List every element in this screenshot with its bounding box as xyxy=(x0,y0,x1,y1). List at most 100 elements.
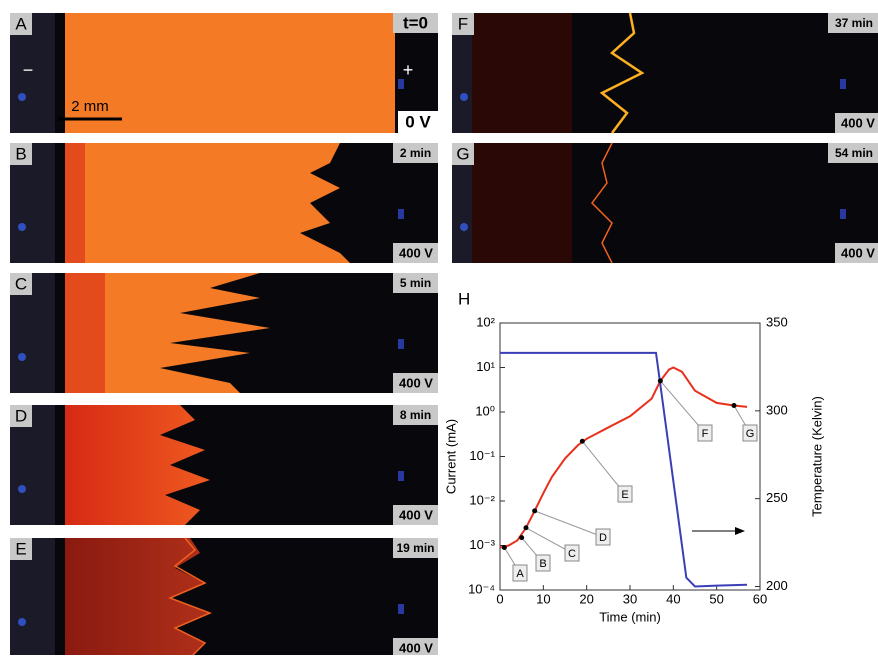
y-tick-label: 10⁻² xyxy=(469,492,495,507)
y-axis-label: Current (mA) xyxy=(443,419,458,494)
callout-line xyxy=(659,380,706,434)
time-label: t=0 xyxy=(403,13,428,32)
x-axis-label: Time (min) xyxy=(599,609,661,624)
callout-label: D xyxy=(599,532,607,544)
y2-tick-label: 200 xyxy=(766,578,788,593)
panel-label: H xyxy=(458,289,470,308)
label-box xyxy=(835,243,878,263)
panel-label: G xyxy=(456,144,469,163)
callout-line xyxy=(581,440,626,495)
electrode xyxy=(398,339,404,349)
axis-arrow-head xyxy=(735,527,745,535)
label-box xyxy=(828,143,878,163)
time-label: 54 min xyxy=(835,146,873,160)
label-box xyxy=(398,111,438,133)
callout-line xyxy=(525,527,573,554)
label-box xyxy=(393,538,438,558)
y2-axis-label: Temperature (Kelvin) xyxy=(809,396,824,517)
electrolyte xyxy=(65,143,350,263)
panel-label: E xyxy=(15,539,26,558)
callout-point xyxy=(731,402,737,408)
y-tick-label: 10² xyxy=(476,314,495,329)
callout-box xyxy=(535,554,551,572)
callout-box xyxy=(595,528,611,546)
label-box xyxy=(393,373,438,393)
electrode xyxy=(18,93,26,101)
electrode xyxy=(18,485,26,493)
electrode xyxy=(398,79,404,89)
x-tick-label: 0 xyxy=(496,591,503,606)
panel-label: F xyxy=(458,14,468,33)
panel-label: B xyxy=(15,144,26,163)
electrolyte xyxy=(65,13,395,133)
callout-box xyxy=(617,485,633,503)
label-box xyxy=(393,273,438,293)
callout-box xyxy=(697,424,713,442)
voltage-label: 400 V xyxy=(399,375,433,390)
red-zone xyxy=(65,143,85,263)
label-box xyxy=(393,638,438,658)
voltage-label: 0 V xyxy=(405,112,431,131)
callout-label: G xyxy=(746,428,755,440)
electrode xyxy=(460,93,468,101)
x-tick-label: 50 xyxy=(709,591,723,606)
electrolyte xyxy=(65,405,210,525)
panel-label: C xyxy=(15,274,27,293)
y-tick-label: 10⁻⁴ xyxy=(468,581,495,596)
label-box xyxy=(393,243,438,263)
x-tick-label: 30 xyxy=(623,591,637,606)
voltage-label: 400 V xyxy=(841,245,875,260)
voltage-label: 400 V xyxy=(399,640,433,655)
electrode-sign: − xyxy=(23,60,34,80)
y-tick-label: 10⁻³ xyxy=(469,537,495,552)
label-box xyxy=(10,538,32,560)
image-panel: E 19 min 400 V xyxy=(10,537,438,659)
callout-point xyxy=(657,378,663,384)
callout-line xyxy=(534,510,604,538)
electrode xyxy=(398,209,404,219)
y2-tick-label: 300 xyxy=(766,402,788,417)
image-panel: G 54 min 400 V xyxy=(452,142,878,264)
callout-point xyxy=(519,535,525,541)
electrode xyxy=(460,223,468,231)
voltage-label: 400 V xyxy=(399,245,433,260)
plot-frame xyxy=(499,322,761,591)
label-box xyxy=(10,273,32,295)
electrode xyxy=(398,471,404,481)
label-box xyxy=(10,143,32,165)
label-box xyxy=(393,13,438,33)
callout-label: C xyxy=(568,548,576,560)
label-box xyxy=(10,405,32,427)
time-label: 19 min xyxy=(396,541,434,555)
callout-box xyxy=(564,544,580,562)
time-label: 37 min xyxy=(835,16,873,30)
callout-label: B xyxy=(539,558,546,570)
image-panel: C 5 min 400 V xyxy=(10,273,438,393)
series-line xyxy=(500,351,748,588)
callout-point xyxy=(501,545,507,551)
red-zone xyxy=(65,273,105,393)
callout-point xyxy=(579,438,585,444)
label-box xyxy=(835,113,878,133)
electrode xyxy=(18,618,26,626)
callout-point xyxy=(532,508,538,514)
electrode xyxy=(840,209,846,219)
panel-label: A xyxy=(15,14,27,33)
panel-label: D xyxy=(15,406,27,425)
electrode-sign: + xyxy=(403,60,414,80)
front-edge xyxy=(599,12,645,134)
x-tick-label: 40 xyxy=(666,591,680,606)
callout-label: A xyxy=(516,568,524,580)
electrode xyxy=(398,604,404,614)
series-line xyxy=(499,366,748,549)
y2-tick-label: 250 xyxy=(766,490,788,505)
callout-point xyxy=(523,525,529,531)
electrolyte xyxy=(472,13,572,133)
image-panel: B 2 min 400 V xyxy=(10,143,438,263)
time-label: 2 min xyxy=(400,146,431,160)
scale-bar-label: 2 mm xyxy=(71,98,109,115)
x-tick-label: 60 xyxy=(753,591,767,606)
y-tick-label: 10¹ xyxy=(476,359,495,374)
